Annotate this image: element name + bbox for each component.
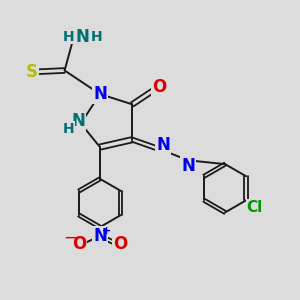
Text: N: N <box>93 227 107 245</box>
Text: N: N <box>75 28 89 46</box>
Text: +: + <box>102 226 111 236</box>
Text: S: S <box>26 63 38 81</box>
Text: O: O <box>113 235 128 253</box>
Text: H: H <box>63 122 74 136</box>
Text: N: N <box>156 136 170 154</box>
Text: N: N <box>181 157 195 175</box>
Text: H: H <box>91 30 102 44</box>
Text: N: N <box>93 85 107 103</box>
Text: O: O <box>72 235 86 253</box>
Text: O: O <box>152 78 166 96</box>
Text: H: H <box>63 30 75 44</box>
Text: N: N <box>71 112 85 130</box>
Text: Cl: Cl <box>247 200 263 215</box>
Text: −: − <box>63 229 77 247</box>
